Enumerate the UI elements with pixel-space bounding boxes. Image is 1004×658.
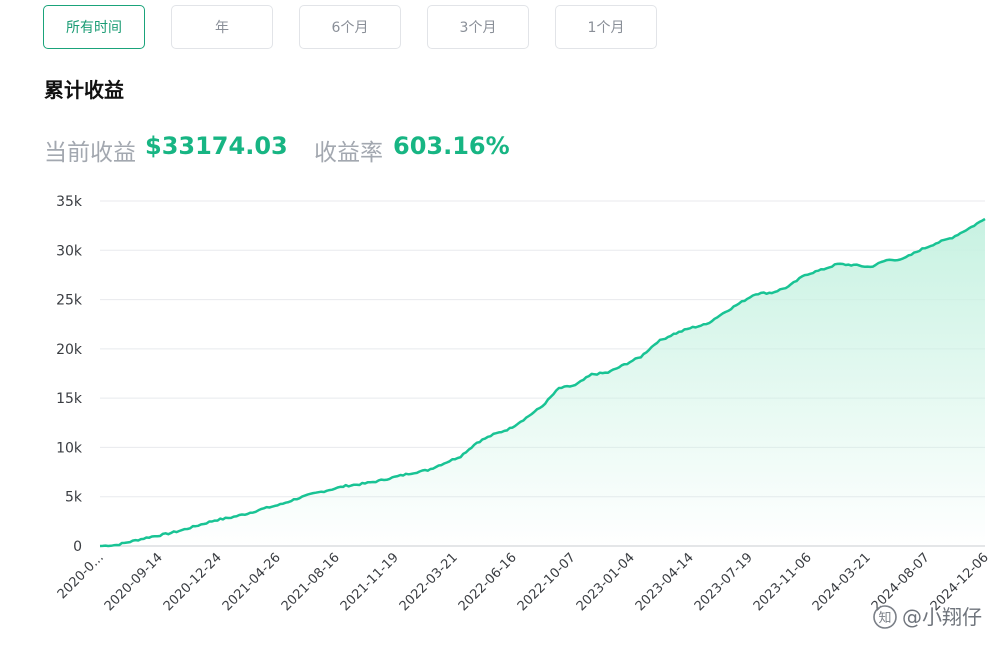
y-tick-label: 15k — [56, 391, 83, 407]
y-tick-label: 25k — [56, 293, 83, 309]
x-axis-ticks: 2020-0...2020-09-142020-12-242021-04-262… — [55, 550, 992, 614]
x-tick-label: 2020-09-14 — [102, 550, 166, 614]
x-tick-label: 2020-12-24 — [161, 550, 225, 614]
y-tick-label: 5k — [65, 490, 83, 506]
current-earnings-label: 当前收益 — [44, 140, 136, 166]
x-tick-label: 2020-0... — [55, 550, 107, 602]
return-rate-label: 收益率 — [314, 140, 383, 166]
y-axis-ticks: 0 5k 10k 15k 20k 25k 30k 35k — [56, 194, 83, 555]
x-tick-label: 2023-07-19 — [692, 550, 756, 614]
tab-3-months[interactable]: 3个月 — [427, 5, 529, 49]
x-tick-label: 2022-03-21 — [397, 550, 461, 614]
x-tick-label: 2021-11-19 — [338, 550, 402, 614]
y-tick-label: 20k — [56, 342, 83, 358]
x-tick-label: 2023-11-06 — [751, 550, 815, 614]
x-tick-label: 2021-08-16 — [279, 550, 343, 614]
watermark-text: @小翔仔 — [902, 605, 982, 629]
current-earnings-value: $33174.03 — [145, 132, 288, 160]
y-tick-label: 0 — [73, 539, 82, 555]
tab-all-time[interactable]: 所有时间 — [43, 5, 145, 49]
return-rate-value: 603.16% — [393, 132, 510, 160]
x-tick-label: 2023-01-04 — [574, 550, 638, 614]
y-tick-label: 30k — [56, 243, 83, 259]
svg-text:知: 知 — [878, 610, 891, 626]
zhihu-logo-icon: 知 — [873, 605, 897, 629]
page-title: 累计收益 — [44, 78, 124, 102]
tab-1-month[interactable]: 1个月 — [555, 5, 657, 49]
tab-year[interactable]: 年 — [171, 5, 273, 49]
x-tick-label: 2023-04-14 — [633, 550, 697, 614]
earnings-line — [99, 217, 986, 548]
x-tick-label: 2022-10-07 — [515, 550, 579, 614]
watermark: 知 @小翔仔 — [873, 605, 982, 629]
earnings-area — [100, 219, 985, 546]
y-tick-label: 10k — [56, 440, 83, 456]
tab-6-months[interactable]: 6个月 — [299, 5, 401, 49]
cumulative-earnings-chart: 0 5k 10k 15k 20k 25k 30k 35k 2020-0...2020-09-1… — [55, 194, 992, 629]
x-tick-label: 2022-06-16 — [456, 550, 520, 614]
x-tick-label: 2024-03-21 — [810, 550, 874, 614]
y-tick-label: 35k — [56, 194, 83, 210]
x-tick-label: 2021-04-26 — [220, 550, 284, 614]
